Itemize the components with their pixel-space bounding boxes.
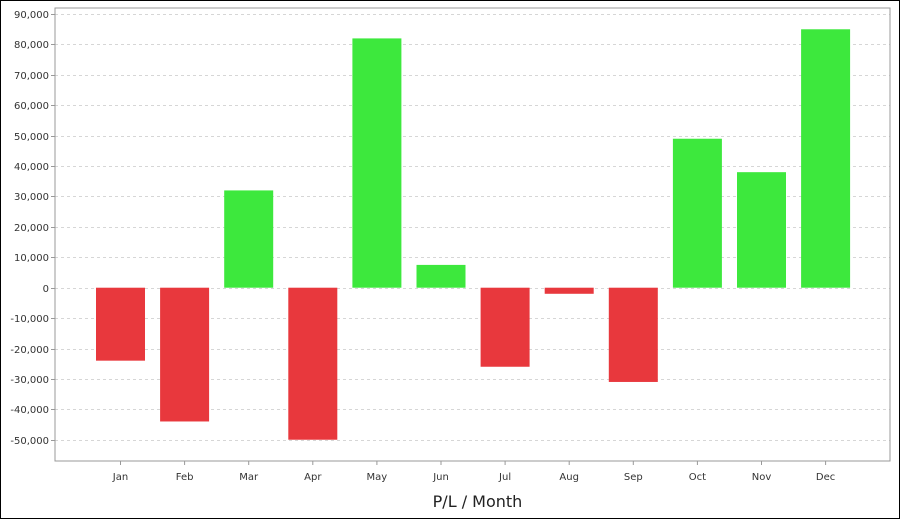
x-tick-label: May <box>367 472 388 483</box>
plot-area <box>54 7 891 462</box>
x-tick-label: Oct <box>689 472 706 483</box>
x-tick-label: Apr <box>304 472 322 483</box>
y-axis-ticks: -50,000 -40,000 -30,000 -20,000 -10,000 0 10,0… <box>10 10 55 447</box>
x-tick-label: Feb <box>176 472 194 483</box>
y-tick-label: -20,000 <box>10 345 49 356</box>
bar-sep <box>608 287 658 382</box>
x-tick-label: Jan <box>112 472 128 483</box>
x-tick-label: Jun <box>432 472 449 483</box>
y-tick-label: 80,000 <box>14 40 49 51</box>
x-tick-label: Jul <box>498 472 511 483</box>
bar-may <box>352 38 402 288</box>
bar-oct <box>672 138 722 288</box>
bar-apr <box>288 287 338 440</box>
bar-feb <box>160 287 210 422</box>
y-tick-label: 10,000 <box>14 253 49 264</box>
y-tick-label: -50,000 <box>10 436 49 447</box>
bar-jun <box>416 264 466 288</box>
y-tick-label: 40,000 <box>14 162 49 173</box>
bar-nov <box>737 172 786 288</box>
y-tick-label: 20,000 <box>14 223 49 234</box>
bar-jul <box>480 287 530 367</box>
bar-jan <box>96 287 145 361</box>
x-axis-ticks: Jan Feb Mar Apr May Jun Jul Aug Sep Oct Nov Dec <box>112 461 835 483</box>
y-tick-label: 70,000 <box>14 71 49 82</box>
y-tick-label: 90,000 <box>14 10 49 21</box>
y-tick-label: 50,000 <box>14 132 49 143</box>
x-tick-label: Sep <box>624 472 643 483</box>
y-tick-label: -10,000 <box>10 314 49 325</box>
x-tick-label: Dec <box>816 472 835 483</box>
y-tick-label: 30,000 <box>14 192 49 203</box>
x-axis-title: P/L / Month <box>433 492 523 511</box>
y-tick-label: -30,000 <box>10 375 49 386</box>
x-tick-label: Mar <box>239 472 259 483</box>
y-tick-label: -40,000 <box>10 405 49 416</box>
bar-dec <box>801 29 851 288</box>
y-tick-label: 0 <box>43 284 49 295</box>
bar-aug <box>544 287 594 294</box>
bar-mar <box>224 190 274 288</box>
bars <box>96 29 851 440</box>
y-tick-label: 60,000 <box>14 101 49 112</box>
x-tick-label: Aug <box>559 472 579 483</box>
x-tick-label: Nov <box>752 472 772 483</box>
